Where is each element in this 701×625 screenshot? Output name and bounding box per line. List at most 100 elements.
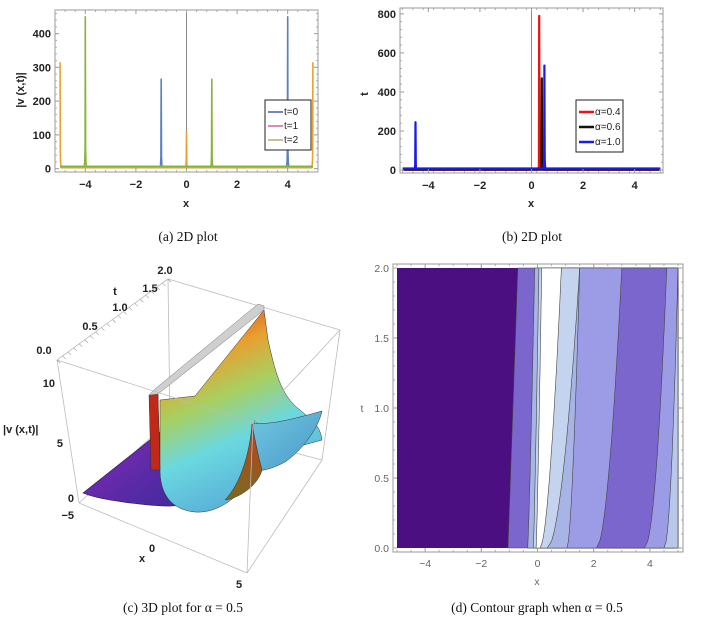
t-minor-tick [67,351,72,356]
y-tick-label: 0 [45,164,51,176]
t-tick-15: 1.5 [142,283,157,295]
t-tick-10: 1.0 [112,302,127,314]
y-tick-label: 400 [33,29,51,41]
legend-box-b [575,99,624,153]
y-tick-label: 0.5 [374,473,389,485]
ticks-a: −4 −2 0 2 4 0 100 200 300 400 [33,10,319,191]
legend-label-t2: t=2 [284,135,299,146]
t-minor-tick [145,294,150,299]
x-tick-label: 0 [535,558,541,570]
y-tick-label: 0 [390,165,396,177]
legend-box-a [264,99,312,151]
t-tick-20: 2.0 [157,265,172,277]
y-tick-label: 200 [378,126,396,138]
y-tick-label: 100 [33,130,51,142]
t-minor-tick [62,355,66,360]
z-axis-label-3d: |v (x,t)| [3,424,39,436]
ylabel-a: |v (x,t)| [15,72,27,108]
ylabel-d: t [361,403,364,415]
z-tick-10: 10 [43,378,55,390]
t-minor-tick [73,347,77,352]
ticks-b: −4 −2 0 2 4 0 200 400 600 800 [378,8,663,192]
t-minor-tick [167,278,172,283]
box-front-edges [56,329,341,574]
caption-c: (c) 3D plot for α = 0.5 [123,600,243,615]
legend-b: α=0.4 α=0.6 α=1.0 [575,99,624,153]
ylabel-b: t [359,92,371,96]
series-line-1 [59,62,314,169]
legend-label-alpha-06: α=0.6 [595,122,621,133]
x-tick-label: 2 [591,558,597,570]
x-tick-label: 2 [580,180,586,192]
t-tick-05: 0.5 [82,321,97,333]
xlabel-b: x [528,198,535,210]
x-tick-label: −4 [79,179,92,191]
t-minor-tick [128,307,133,311]
surface-spike-wall [148,391,161,471]
t-minor-tick [106,323,111,327]
series-line-2 [401,64,662,170]
t-minor-tick [156,286,161,291]
series-line-2 [59,16,314,168]
x-tick-label: 4 [647,558,653,570]
x-tick-label: −2 [474,180,487,192]
y-tick-label: 600 [378,48,396,60]
t-minor-tick [95,331,100,335]
z-tick-0: 0 [68,493,74,505]
t-minor-tick [140,299,144,303]
panel-b: −4 −2 0 2 4 0 200 400 600 800 x t α=0.4 α=0.6 α=1… [359,7,664,244]
y-tick-label: 2.0 [374,263,389,275]
ticks-d: −4 −2 0 2 4 0.0 0.5 1.0 1.5 2.0 [374,263,683,570]
x-tick-label: 0 [528,180,534,192]
caption-a: (a) 2D plot [158,229,217,244]
t-tick-00: 0.0 [36,345,51,357]
legend-label-t0: t=0 [284,107,299,118]
t-minor-tick [84,339,88,343]
x-tick-5: 5 [236,579,242,591]
t-minor-tick [117,315,122,319]
contour-band-11 [663,267,679,549]
t-minor-tick [134,303,138,307]
x-tick-label: −2 [130,179,143,191]
y-tick-label: 0.0 [374,543,389,555]
t-minor-tick [101,327,105,331]
t-minor-tick [78,343,83,348]
surface-right-wing [252,410,323,471]
surface-inner-cusp [224,423,263,501]
x-tick-label: 4 [632,180,639,192]
t-minor-tick [90,335,94,339]
caption-d: (d) Contour graph when α = 0.5 [451,600,623,615]
legend-a: t=0 t=1 t=2 [264,99,312,151]
y-tick-label: 1.5 [374,333,389,345]
y-tick-label: 300 [33,62,51,74]
plot-area-d [397,267,679,549]
legend-label-alpha-04: α=0.4 [595,107,621,118]
panel-c: 0.0 0.5 1.0 1.5 2.0 t 10 5 0 |v (x,t)| −… [3,265,341,615]
xlabel-a: x [183,198,190,210]
x-tick-neg5: −5 [61,510,74,522]
x-tick-label: 4 [285,179,292,191]
y-tick-label: 1.0 [374,403,389,415]
x-tick-label: −2 [475,558,487,570]
z-tick-5: 5 [57,438,63,450]
xlabel-d: x [534,576,540,588]
x-tick-0: 0 [149,543,155,555]
x-tick-label: 0 [183,179,189,191]
legend-label-alpha-10: α=1.0 [595,137,621,148]
y-tick-label: 400 [378,87,396,99]
t-axis-minor-ticks [56,278,172,364]
plot-area-a [59,10,314,172]
t-minor-tick [162,282,166,287]
y-tick-label: 800 [378,9,396,21]
y-tick-label: 200 [33,96,51,108]
surface-top-cap [148,303,265,396]
panel-d: −4 −2 0 2 4 0.0 0.5 1.0 1.5 2.0 x t (d) Contour g… [361,263,684,615]
t-minor-tick [112,319,116,323]
t-minor-tick [123,311,127,315]
x-tick-label: −4 [422,180,435,192]
contour-band-10 [643,267,679,549]
caption-b: (b) 2D plot [502,229,562,244]
t-minor-tick [56,359,61,364]
legend-label-t1: t=1 [284,121,299,132]
